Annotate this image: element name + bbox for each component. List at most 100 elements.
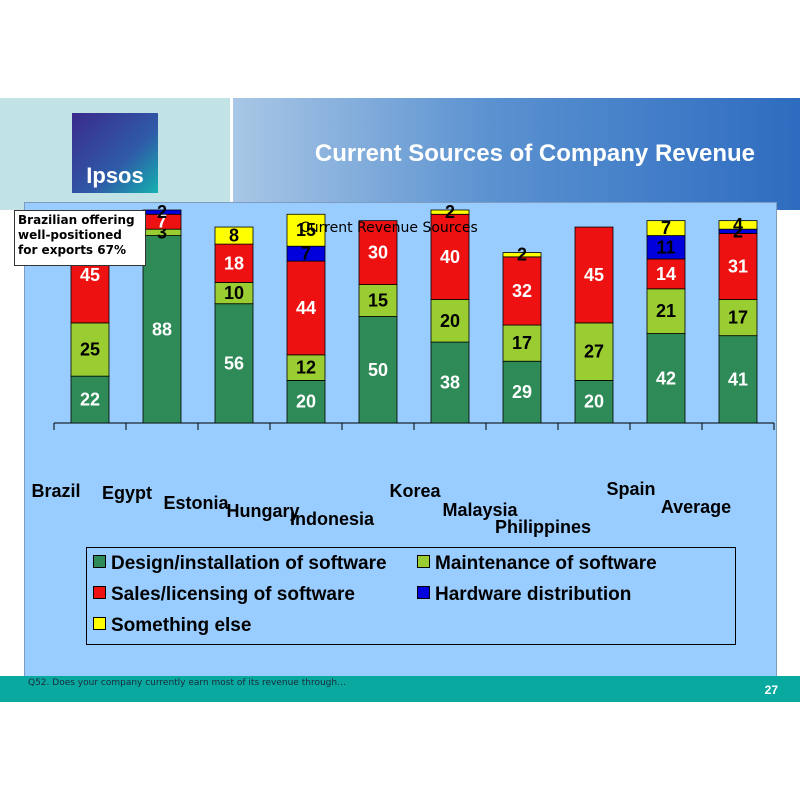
bar-segment — [718, 299, 758, 337]
bar-segment — [286, 260, 326, 356]
legend-item-sales: Sales/licensing of software — [93, 584, 355, 606]
bar-value-label: 20 — [584, 392, 604, 412]
bar-value-label: 10 — [224, 283, 244, 303]
legend-swatch — [417, 555, 430, 569]
bar-value-label: 2 — [517, 245, 527, 265]
legend-label: Design/installation of software — [111, 553, 387, 574]
logo-text: Ipsos — [86, 163, 144, 188]
legend-swatch — [93, 617, 106, 631]
bar-value-label: 88 — [152, 319, 172, 339]
category-label: Average — [661, 497, 731, 517]
legend-label: Maintenance of software — [435, 553, 657, 574]
bar-segment — [286, 379, 326, 424]
ipsos-logo: Ipsos — [72, 113, 158, 193]
bar-segment — [142, 235, 182, 424]
bar-value-label: 7 — [661, 218, 671, 238]
category-label: Indonesia — [290, 509, 375, 529]
category-label: Egypt — [102, 483, 152, 503]
bar-value-label: 50 — [368, 360, 388, 380]
bar-value-label: 22 — [80, 390, 100, 410]
bar-segment — [214, 303, 254, 424]
bar-value-label: 21 — [656, 301, 676, 321]
bar-segment — [70, 375, 110, 424]
bar-value-label: 38 — [440, 373, 460, 393]
bar-segment — [358, 284, 398, 317]
bar-value-label: 20 — [440, 311, 460, 331]
bar-segment — [718, 335, 758, 424]
bar-segment — [502, 360, 542, 424]
bar-value-label: 7 — [157, 212, 167, 232]
bar-value-label: 8 — [229, 226, 239, 246]
bar-segment — [718, 220, 758, 230]
bar-value-label: 11 — [656, 237, 675, 257]
bar-segment — [214, 226, 254, 245]
chart-legend: Design/installation of software Maintena… — [86, 547, 736, 645]
bar-value-label: 29 — [512, 382, 532, 402]
bar-segment — [358, 316, 398, 424]
legend-label: Hardware distribution — [435, 584, 632, 605]
category-label: Brazil — [31, 481, 80, 501]
bar-segment — [70, 322, 110, 377]
bar-value-label: 42 — [656, 368, 676, 388]
bar-value-label: 12 — [296, 358, 316, 378]
bar-segment — [646, 333, 686, 424]
bar-value-label: 56 — [224, 353, 244, 373]
legend-swatch — [93, 555, 106, 569]
bar-value-label: 40 — [440, 247, 460, 267]
category-label: Hungary — [226, 501, 299, 521]
category-label: Philippines — [495, 517, 591, 537]
legend-label: Something else — [111, 615, 252, 636]
legend-item-hardware: Hardware distribution — [417, 584, 631, 606]
bar-value-label: 15 — [296, 220, 316, 240]
bar-segment — [718, 233, 758, 300]
bar-value-label: 41 — [728, 369, 748, 389]
category-label: Spain — [606, 479, 655, 499]
legend-item-maintenance: Maintenance of software — [417, 553, 657, 575]
bar-segment — [430, 209, 470, 215]
bar-value-label: 2 — [157, 202, 167, 222]
legend-item-design: Design/installation of software — [93, 553, 387, 575]
legend-item-something-else: Something else — [93, 615, 251, 637]
bar-value-label: 27 — [584, 342, 604, 362]
bar-segment — [646, 220, 686, 236]
bar-value-label: 15 — [368, 291, 388, 311]
bar-value-label: 4 — [733, 215, 743, 235]
category-label: Estonia — [163, 493, 229, 513]
question-text: Q52. Does your company currently earn mo… — [28, 678, 347, 688]
bar-segment — [646, 258, 686, 290]
footer-band — [0, 676, 800, 702]
bar-segment — [430, 341, 470, 424]
bar-value-label: 25 — [80, 340, 100, 360]
bar-value-label: 45 — [80, 265, 100, 285]
page-title: Current Sources of Company Revenue — [314, 140, 755, 167]
bar-segment — [574, 322, 614, 381]
bar-segment — [358, 220, 398, 285]
bar-value-label: 14 — [656, 264, 676, 284]
bar-segment — [646, 288, 686, 334]
bar-segment — [502, 324, 542, 362]
category-label: Korea — [389, 481, 441, 501]
bar-segment — [430, 213, 470, 300]
bar-segment — [502, 256, 542, 326]
legend-swatch — [93, 586, 106, 600]
bar-value-label: 17 — [728, 308, 748, 328]
bar-value-label: 31 — [728, 256, 748, 276]
bar-value-label: 20 — [296, 392, 316, 412]
bar-value-label: 44 — [296, 298, 316, 318]
bar-segment — [214, 243, 254, 283]
bar-value-label: 2 — [445, 202, 455, 222]
bar-value-label: 18 — [224, 253, 244, 273]
bar-segment — [286, 354, 326, 381]
chart-title: Current Revenue Sources — [300, 220, 478, 236]
legend-label: Sales/licensing of software — [111, 584, 355, 605]
bar-segment — [286, 213, 326, 247]
page-number: 27 — [764, 683, 778, 697]
bar-segment — [574, 379, 614, 424]
bar-value-label: 17 — [512, 333, 532, 353]
export-note: Brazilian offering well-positioned for e… — [14, 210, 146, 266]
bar-value-label: 7 — [301, 244, 311, 264]
bar-segment — [574, 226, 614, 324]
bar-value-label: 45 — [584, 265, 604, 285]
header-right-band — [233, 98, 800, 210]
